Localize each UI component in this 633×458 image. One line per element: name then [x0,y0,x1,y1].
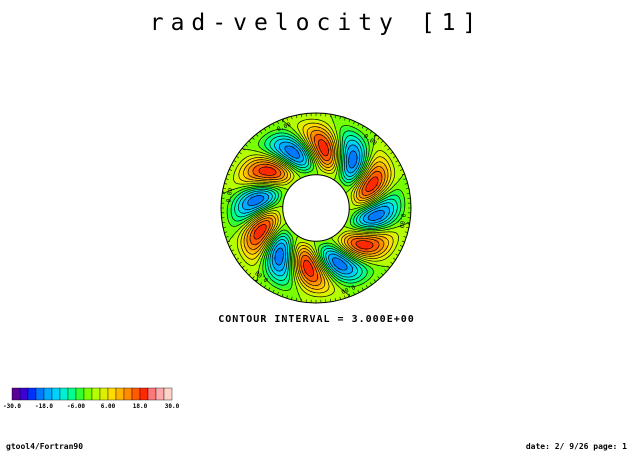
colorbar-swatch [59,387,69,401]
contour-cell [397,203,402,209]
colorbar-swatch [51,387,61,401]
colorbar-swatch [27,387,37,401]
contour-cell [311,115,317,119]
contour-cell [243,204,248,209]
contour-cell [311,297,317,301]
colorbar-swatch [147,387,157,401]
colorbar-tick-labels: -30.0 -18.0 -6.00 6.00 18.0 30.0 [3,403,180,410]
colorbar-tick-label: -6.00 [67,403,85,410]
contour-cell [390,207,394,212]
colorbar-swatch [11,387,21,401]
contour-cell [312,276,317,281]
footer-date-page: date: 2/ 9/26 page: 1 [525,442,627,451]
colorbar-swatch [139,387,149,401]
contour-cell [223,207,227,213]
annulus-contour-plot [221,113,411,303]
colorbar-swatch [131,387,141,401]
contour-cell [312,282,317,286]
colorbar-tick-label: -18.0 [35,403,53,410]
colorbar-tick-label: 18.0 [133,403,148,410]
colorbar-swatch [123,387,133,401]
colorbar-tick-label: 30.0 [165,403,180,410]
colorbar-swatch [107,387,117,401]
contour-cell [315,289,321,294]
colorbar-swatch [19,387,29,401]
contour-cell [315,115,321,119]
contour-cell [223,203,227,209]
colorbar-legend [11,387,173,401]
colorbar-tick-label: -30.0 [3,403,21,410]
colorbar-swatch [43,387,53,401]
colorbar-swatch [163,387,173,401]
chart-title: rad-velocity [1] [149,10,484,36]
footer-software-label: gtool4/Fortran90 [6,442,84,451]
contour-cell [405,207,409,213]
contour-cell [311,122,317,127]
contour-cell [405,203,409,209]
contour-interval-label: CONTOUR INTERVAL = 3.000E+00 [218,314,415,325]
colorbar-swatch [155,387,165,401]
colorbar-swatch [115,387,125,401]
colorbar-tick-label: 6.00 [101,403,116,410]
colorbar-swatch [91,387,101,401]
inner-boundary [282,174,350,242]
contour-cell [315,297,321,301]
colorbar-swatch [83,387,93,401]
contour-cell [315,135,320,140]
contour-cell [238,204,242,209]
colorbar-swatch [35,387,45,401]
colorbar-swatch [99,387,109,401]
colorbar-swatch [67,387,77,401]
contour-cell [315,130,320,134]
contour-cell [230,207,235,213]
contour-cell [384,207,389,212]
colorbar-swatch [75,387,85,401]
